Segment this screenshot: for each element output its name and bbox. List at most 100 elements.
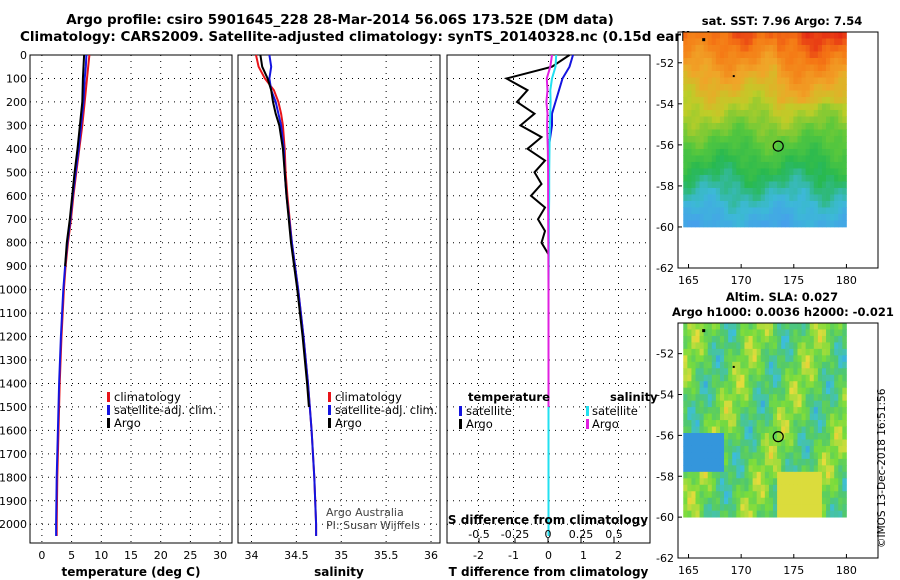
heatmap-cell [756,148,762,156]
heatmap-cell [732,96,737,104]
heatmap-cell [801,135,807,143]
heatmap-cell [703,213,709,221]
heatmap-cell [748,168,754,176]
heatmap-cell [768,484,774,492]
heatmap-cell [821,368,827,376]
heatmap-cell [793,504,798,512]
depth-tick-label: 1800 [0,471,27,484]
heatmap-cell [756,452,762,460]
heatmap-cell [707,335,713,343]
heatmap-cell [683,323,688,330]
heatmap-cell [695,335,700,343]
heatmap-cell [793,323,798,330]
heatmap-cell [756,439,762,447]
heatmap-cell [764,96,770,104]
heatmap-cell [724,458,729,466]
heatmap-cell [826,348,831,356]
heatmap-cell [773,109,778,117]
heatmap-cell [805,433,811,440]
heatmap-cell [732,168,737,176]
heatmap-cell [768,103,774,111]
heatmap-cell [699,323,705,330]
heatmap-cell [801,387,807,395]
heatmap-cell [842,342,847,350]
heatmap-cell [703,394,709,402]
heatmap-cell [768,471,774,479]
heatmap-cell [687,142,692,150]
heatmap-cell [830,32,835,39]
heatmap-cell [719,458,725,466]
heatmap-cell [764,220,770,228]
heatmap-cell [687,194,692,202]
heatmap-cell [781,129,786,137]
heatmap-cell [789,497,794,505]
heatmap-cell [687,387,692,395]
heatmap-cell [711,394,717,402]
heatmap-cell [687,32,692,39]
heatmap-cell [830,109,835,117]
heatmap-cell [691,504,696,512]
heatmap-cell [826,458,831,466]
heatmap-cell [724,96,729,104]
heatmap-cell [777,497,782,505]
heatmap-cell [830,355,835,363]
heatmap-cell [838,323,843,330]
heatmap-cell [773,445,778,453]
heatmap-cell [732,445,737,453]
heatmap-cell [768,433,774,440]
heatmap-cell [809,148,815,156]
heatmap-cell [736,491,741,499]
heatmap-cell [760,181,766,189]
heatmap-cell [752,452,758,460]
heatmap-cell [813,51,819,59]
heatmap-cell [719,361,725,369]
heatmap-cell [809,465,815,473]
heatmap-cell [793,77,798,85]
heatmap-cell [736,187,741,195]
heatmap-cell [777,458,782,466]
heatmap-cell [785,194,790,202]
heatmap-cell [707,70,713,78]
heatmap-cell [768,213,774,221]
heatmap-cell [736,83,741,91]
heatmap-cell [760,122,766,130]
heatmap-cell [821,194,827,202]
heatmap-cell [842,181,847,189]
heatmap-cell [752,335,758,343]
heatmap-cell [805,135,811,143]
heatmap-cell [752,355,758,363]
heatmap-cell [715,426,721,434]
heatmap-cell [719,64,725,72]
heatmap-cell [834,484,839,492]
s-tick-label: 0 [545,528,552,541]
heatmap-cell [789,407,794,414]
heatmap-cell [703,135,709,143]
heatmap-cell [817,122,823,130]
heatmap-cell [817,445,823,453]
heatmap-cell [817,174,823,182]
heatmap-cell [752,445,758,453]
heatmap-cell [797,129,802,137]
s-tick-label: 0.25 [569,528,594,541]
heatmap-cell [781,32,786,39]
heatmap-cell [699,368,705,376]
heatmap-cell [744,96,749,104]
heatmap-cell [768,387,774,395]
heatmap-cell [715,32,721,39]
heatmap-cell [773,77,778,85]
depth-tick-label: 900 [6,260,27,273]
x-tick-label: -2 [473,549,484,562]
heatmap-cell [752,187,758,195]
heatmap-cell [797,445,802,453]
heatmap-cell [703,491,709,499]
heatmap-cell [695,323,700,330]
heatmap-cell [805,504,811,512]
heatmap-cell [699,174,705,182]
heatmap-cell [732,465,737,473]
heatmap-cell [793,407,798,414]
heatmap-cell [740,394,745,402]
heatmap-cell [817,394,823,402]
heatmap-cell [736,374,741,382]
heatmap-cell [785,342,790,350]
heatmap-cell [707,57,713,65]
